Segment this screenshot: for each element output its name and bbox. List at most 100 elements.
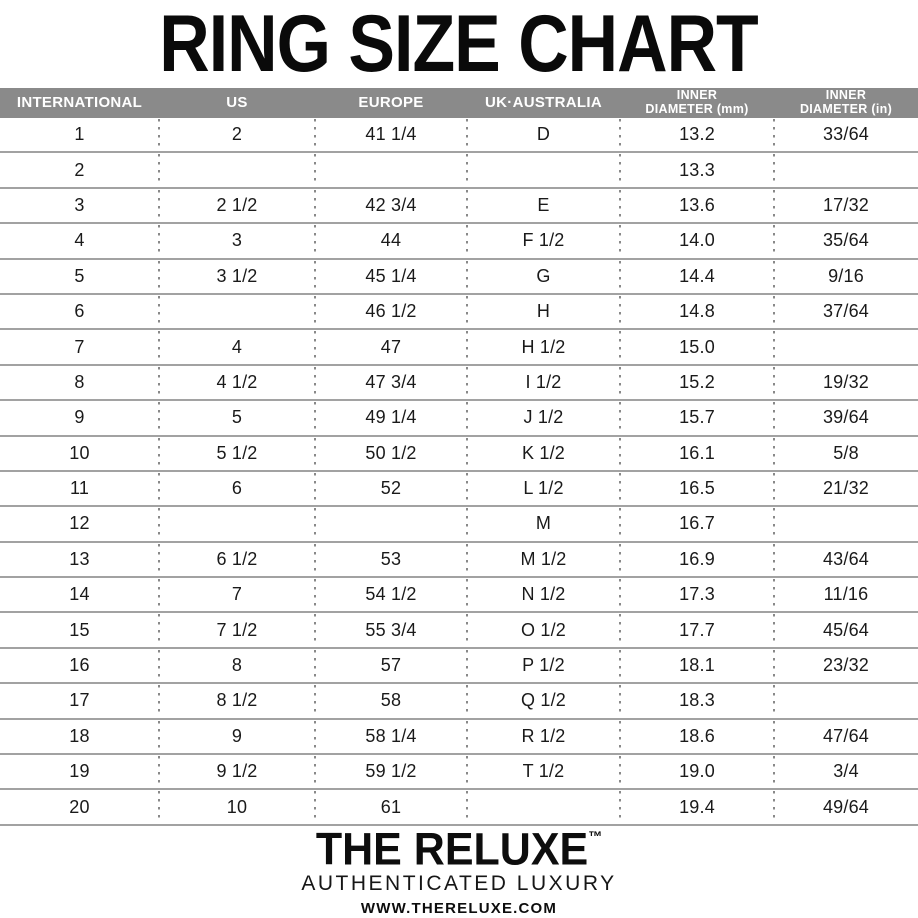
table-cell-us — [159, 507, 316, 541]
table-cell-us: 7 1/2 — [159, 613, 316, 647]
table-cell-inner-diameter-in — [774, 684, 918, 717]
table-cell-europe: 50 1/2 — [315, 437, 468, 470]
table-cell-europe: 53 — [315, 543, 468, 576]
table-cell-us — [159, 153, 316, 187]
table-cell-europe: 47 3/4 — [315, 366, 468, 399]
table-cell-inner-diameter-mm: 19.0 — [620, 755, 775, 788]
table-cell-inner-diameter-mm: 18.6 — [620, 720, 775, 753]
table-cell-uk-australia: R 1/2 — [467, 720, 621, 753]
table-cell-europe: 59 1/2 — [315, 755, 468, 788]
table-cell-uk-australia: H — [467, 295, 621, 328]
table-cell-europe: 45 1/4 — [315, 260, 468, 293]
table-cell-us: 2 1/2 — [159, 189, 316, 222]
table-cell-uk-australia: F 1/2 — [467, 224, 621, 257]
ring-size-table: 1 2 41 1/4 D 13.2 33/64 2 13.3 3 2 1/2 42 3/4 E 13.6… — [0, 118, 918, 826]
table-row: 17 8 1/2 58 Q 1/2 18.3 — [0, 684, 918, 720]
table-cell-us: 5 — [159, 401, 316, 434]
trademark-symbol: ™ — [588, 827, 603, 845]
table-cell-europe — [315, 153, 468, 187]
table-cell-international: 4 — [0, 224, 160, 257]
table-cell-inner-diameter-in — [774, 507, 918, 540]
table-cell-inner-diameter-in: 17/32 — [822, 194, 870, 215]
table-row: 20 10 61 19.4 49/64 — [0, 790, 918, 826]
table-cell-europe: 47 — [315, 330, 468, 364]
table-cell-inner-diameter-in: 49/64 — [822, 796, 870, 817]
table-row: 1 2 41 1/4 D 13.2 33/64 — [0, 118, 918, 154]
table-row: 12 M 16.7 — [0, 507, 918, 543]
brand-name: THE RELUXE — [315, 824, 589, 876]
table-cell-us: 9 1/2 — [159, 755, 316, 788]
table-cell-uk-australia — [467, 153, 621, 187]
table-cell-international: 20 — [0, 790, 160, 824]
table-cell-uk-australia: K 1/2 — [467, 437, 621, 470]
table-cell-inner-diameter-in — [774, 153, 918, 186]
website-url: WWW.THERELUXE.COM — [360, 900, 558, 917]
table-cell-inner-diameter-in: 39/64 — [822, 407, 870, 428]
title-bar: RING SIZE CHART — [0, 0, 918, 89]
table-cell-inner-diameter-mm: 16.1 — [620, 437, 775, 470]
table-cell-us: 2 — [159, 118, 316, 151]
table-cell-europe: 55 3/4 — [315, 613, 468, 647]
page-title: RING SIZE CHART — [159, 0, 759, 89]
table-cell-inner-diameter-in: 9/16 — [828, 265, 864, 286]
table-cell-uk-australia: G — [467, 260, 621, 293]
column-header-international: INTERNATIONAL — [16, 93, 143, 111]
table-cell-international: 14 — [0, 578, 160, 611]
table-cell-us: 3 — [159, 224, 316, 257]
table-cell-international: 18 — [0, 720, 160, 753]
table-cell-international: 17 — [0, 684, 160, 718]
table-cell-inner-diameter-in: 47/64 — [822, 725, 870, 746]
table-row: 10 5 1/2 50 1/2 K 1/2 16.1 5/8 — [0, 437, 918, 472]
table-cell-europe: 57 — [315, 649, 468, 682]
table-cell-europe — [315, 507, 468, 541]
table-cell-uk-australia: E — [467, 189, 621, 222]
table-cell-us: 9 — [159, 720, 316, 753]
table-cell-us: 6 1/2 — [159, 543, 316, 576]
table-cell-international: 2 — [0, 153, 160, 187]
table-cell-us: 8 — [159, 649, 316, 682]
table-cell-uk-australia: O 1/2 — [467, 613, 621, 647]
table-cell-inner-diameter-mm: 18.1 — [620, 649, 775, 682]
table-cell-us: 4 — [159, 330, 316, 364]
table-cell-uk-australia: Q 1/2 — [467, 684, 621, 718]
table-cell-us — [159, 295, 316, 328]
brand-logo: THE RELUXE™ — [315, 824, 603, 876]
table-cell-inner-diameter-mm: 15.7 — [620, 401, 775, 434]
table-cell-us: 8 1/2 — [159, 684, 316, 718]
table-cell-inner-diameter-mm: 16.9 — [620, 543, 775, 576]
table-cell-uk-australia: M — [467, 507, 621, 541]
table-cell-international: 10 — [0, 437, 160, 470]
table-header-row: INTERNATIONAL US EUROPE UK·AUSTRALIA INNER DI… — [0, 88, 918, 118]
table-cell-inner-diameter-mm: 18.3 — [620, 684, 775, 718]
table-cell-europe: 52 — [315, 472, 468, 505]
table-cell-us: 6 — [159, 472, 316, 505]
table-cell-international: 8 — [0, 366, 160, 399]
table-cell-inner-diameter-in: 5/8 — [833, 442, 859, 463]
column-header-inner-diameter-in: INNER DIAMETER (in) — [799, 88, 893, 116]
table-cell-inner-diameter-mm: 15.2 — [620, 366, 775, 399]
table-cell-international: 13 — [0, 543, 160, 576]
table-cell-inner-diameter-mm: 17.3 — [620, 578, 775, 611]
table-cell-inner-diameter-mm: 19.4 — [620, 790, 775, 824]
table-cell-inner-diameter-mm: 15.0 — [620, 330, 775, 364]
table-cell-inner-diameter-in: 33/64 — [822, 124, 870, 145]
table-cell-inner-diameter-in: 3/4 — [833, 761, 859, 782]
table-cell-inner-diameter-mm: 13.2 — [620, 118, 775, 151]
table-cell-inner-diameter-mm: 14.4 — [620, 260, 775, 293]
table-cell-inner-diameter-in — [774, 330, 918, 363]
table-cell-inner-diameter-mm: 13.6 — [620, 189, 775, 222]
table-cell-europe: 41 1/4 — [315, 118, 468, 151]
table-cell-europe: 61 — [315, 790, 468, 824]
table-cell-europe: 42 3/4 — [315, 189, 468, 222]
column-header-europe: EUROPE — [358, 93, 424, 111]
table-row: 14 7 54 1/2 N 1/2 17.3 11/16 — [0, 578, 918, 614]
table-cell-europe: 58 — [315, 684, 468, 718]
table-cell-international: 1 — [0, 118, 160, 151]
table-cell-inner-diameter-in: 11/16 — [823, 584, 869, 605]
table-cell-international: 6 — [0, 295, 160, 328]
table-cell-inner-diameter-in: 21/32 — [822, 478, 870, 499]
table-row: 9 5 49 1/4 J 1/2 15.7 39/64 — [0, 401, 918, 437]
table-row: 18 9 58 1/4 R 1/2 18.6 47/64 — [0, 720, 918, 756]
